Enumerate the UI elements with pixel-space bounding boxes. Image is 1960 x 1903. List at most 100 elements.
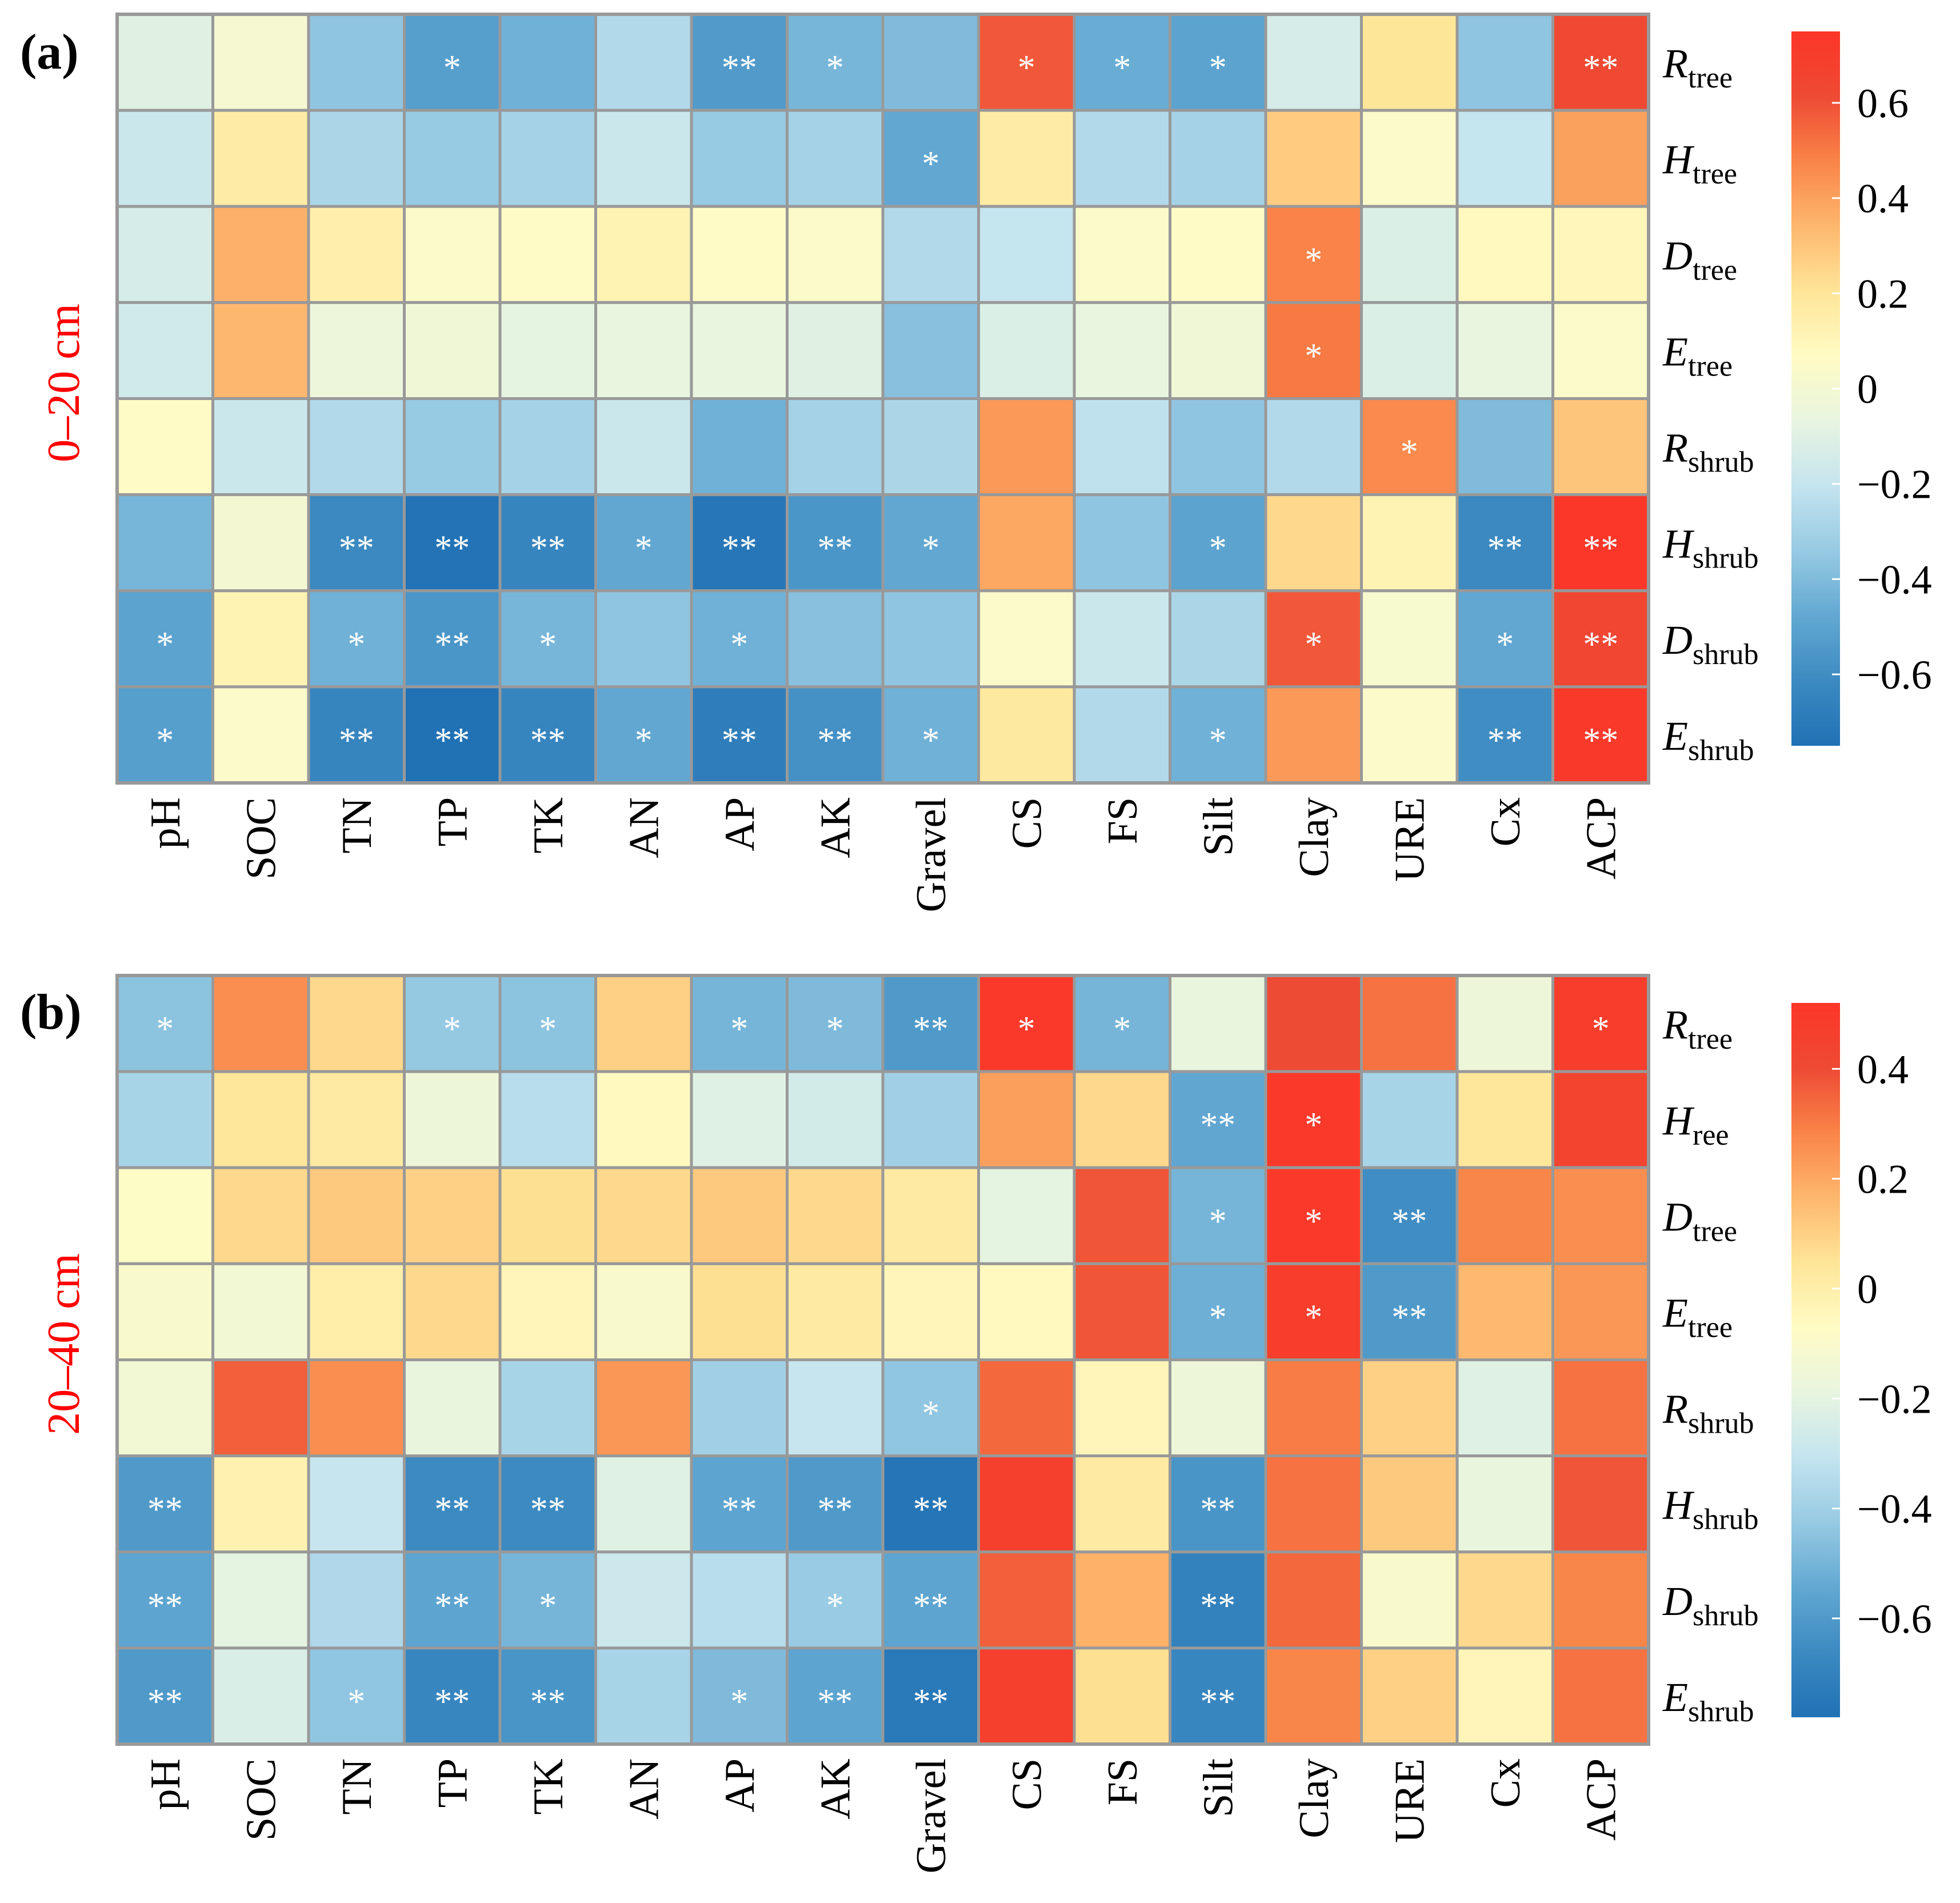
panel-a-cell (594, 109, 693, 208)
panel-b-cell (977, 1262, 1076, 1361)
panel-b-cell (786, 1070, 885, 1169)
panel-a-cell (881, 13, 980, 112)
panel-b-cell (1169, 1070, 1267, 1169)
panel-a-row-label: Dshrub (1662, 617, 1759, 671)
panel-a-row-label: Rshrub (1662, 425, 1754, 479)
panel-b-cell (594, 1454, 693, 1554)
panel-b-cell (211, 1358, 310, 1458)
panel-a-cell (211, 685, 310, 785)
panel-a-cell (1073, 493, 1171, 593)
panel-a-cell (690, 205, 789, 304)
panel-b-cell (786, 1358, 885, 1458)
panel-a-cell (977, 301, 1076, 400)
panel-b-significance-mark: * (1209, 1202, 1227, 1241)
panel-b-cell (690, 1070, 789, 1169)
panel-b-cell (403, 1070, 502, 1169)
panel-b-cell (977, 1358, 1076, 1458)
panel-a-cell (977, 589, 1076, 689)
panel-b-cell (594, 974, 693, 1073)
panel-a-cell (498, 397, 597, 497)
panel-a-cell (211, 493, 310, 593)
panel-b-cell (1551, 1262, 1650, 1361)
panel-b-significance-mark: ** (913, 1490, 949, 1529)
panel-a-column-label: ACP (1578, 797, 1625, 879)
panel-b-significance-mark: ** (1200, 1106, 1235, 1145)
panel-a-column-label: TK (525, 797, 572, 854)
panel-a-cell (977, 685, 1076, 785)
panel-a-cell (1360, 589, 1459, 689)
panel-b-column-labels: pH SOC TN TP TK AN AP AK Gravel CS FS Silt Clay URE Cx… (142, 1758, 1625, 1874)
panel-b-cell (977, 1454, 1076, 1554)
panel-b-significance-mark: * (730, 1682, 748, 1721)
panel-a-cell (1551, 109, 1650, 208)
panel-b-cell (786, 1646, 885, 1746)
panel-a-column-labels: pH SOC TN TP TK AN AP AK Gravel CS FS Silt Clay URE Cx… (142, 797, 1625, 913)
panel-b-cell (1264, 1070, 1363, 1169)
panel-b-cell (307, 1262, 406, 1361)
panel-b-cell (594, 1262, 693, 1361)
panel-b-significance-mark: ** (817, 1682, 853, 1721)
panel-a-cell (1455, 685, 1554, 785)
panel-a-cell (1169, 205, 1267, 304)
panel-b-cell (690, 1166, 789, 1265)
panel-a-row-label: Etree (1662, 329, 1733, 382)
panel-b-cell (211, 1454, 310, 1554)
panel-b-cell (1455, 1358, 1554, 1458)
panel-b-cells: * * * * * ** * * *** ** * *** * ***** ** ** ** ** ** **** **… (115, 974, 1650, 1746)
panel-a-cell (786, 301, 885, 400)
panel-b-colorbar-tick-label: 0.2 (1857, 1157, 1909, 1202)
panel-a-cell (1264, 13, 1363, 112)
panel-a-cell (594, 205, 693, 304)
panel-a-column-label: AN (621, 797, 667, 858)
panel-b-cell (1360, 1262, 1459, 1361)
panel-b-significance-mark: * (347, 1682, 365, 1721)
panel-a-cell (115, 685, 214, 785)
panel-b-row-labels: Rtree Hree Dtree Etree Rshrub Hshrub Dshrub Esh… (1662, 1002, 1759, 1728)
panel-a-cell (211, 301, 310, 400)
panel-b-cell (115, 1070, 214, 1169)
panel-a-row-label: Eshrub (1662, 713, 1754, 767)
panel-a-colorbar-tick-label: −0.4 (1857, 557, 1932, 602)
panel-b-row-label: Eshrub (1662, 1674, 1754, 1728)
panel-a-cell (115, 109, 214, 208)
panel-b-column-label: CS (1003, 1758, 1050, 1810)
panel-b-significance-mark: * (539, 1586, 557, 1625)
panel-b-cell (881, 1646, 980, 1746)
panel-a-cell (1455, 205, 1554, 304)
panel-b-cell (115, 1166, 214, 1265)
panel-b-column-label: SOC (238, 1758, 285, 1841)
panel-b-cell (690, 1550, 789, 1650)
panel-a-column-label: TN (334, 797, 381, 854)
panel-b-colorbar-tick-label: 0 (1857, 1266, 1878, 1312)
panel-b-cell (307, 1166, 406, 1265)
panel-a-cell (1073, 397, 1171, 497)
panel-b-significance-mark: * (922, 1394, 939, 1433)
panel-b-row-label: Dshrub (1662, 1578, 1759, 1632)
panel-b-colorbar-tick-label: −0.4 (1857, 1486, 1932, 1532)
panel-b-cell (498, 1262, 597, 1361)
panel-a-significance-mark: * (1305, 241, 1322, 279)
panel-b-cell (498, 974, 597, 1073)
panel-a-column-label: Gravel (908, 797, 955, 912)
panel-b-cell (498, 1358, 597, 1458)
panel-b-significance-mark: ** (147, 1586, 183, 1625)
panel-b-significance-mark: ** (1200, 1682, 1235, 1721)
panel-a-cell (498, 109, 597, 208)
panel-b-cell (977, 1550, 1076, 1650)
panel-a-column-label: URE (1386, 797, 1433, 882)
panel-a-cell (403, 109, 502, 208)
panel-b-cell (1073, 1358, 1171, 1458)
panel-b-cell (1169, 1646, 1267, 1746)
panel-a-cell (1264, 493, 1363, 593)
panel-b-cell (1073, 1646, 1171, 1746)
panel-a-significance-mark: ** (1487, 529, 1523, 568)
panel-b-colorbar-tick-label: −0.6 (1857, 1596, 1932, 1642)
panel-b-cell (786, 1454, 885, 1554)
panel-b-cell (1455, 1166, 1554, 1265)
panel-a-cell (211, 13, 310, 112)
panel-a-cell (1169, 493, 1267, 593)
panel-b-cell (1360, 1454, 1459, 1554)
panel-b-cell (403, 1262, 502, 1361)
panel-a-row-label: Htree (1662, 137, 1737, 190)
